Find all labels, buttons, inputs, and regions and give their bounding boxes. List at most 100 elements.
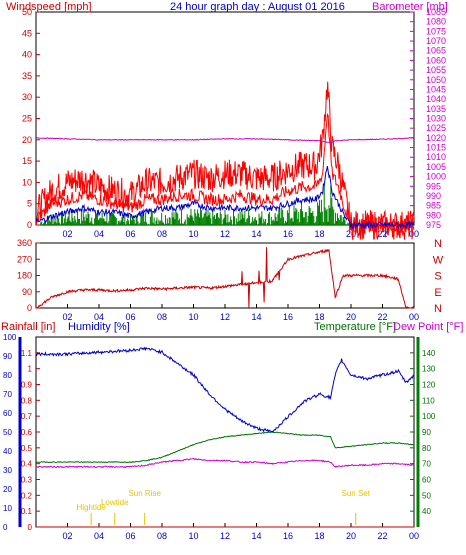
wind-x-tick-label: 20	[346, 229, 356, 239]
wind-y-tick-label: 50	[22, 7, 32, 17]
baro-y-tick-label: 1040	[426, 94, 446, 104]
direction-x-tick-label: 22	[377, 312, 387, 322]
humidity-x-tick-label: 14	[251, 531, 261, 541]
wind-y-tick-label: 35	[22, 71, 32, 81]
baro-y-tick-label: 1045	[426, 84, 446, 94]
humidity-y-tick-label: 50	[3, 428, 12, 437]
windspeed-header: Windspeed [mph]	[6, 1, 92, 13]
compass-label: N	[434, 303, 442, 315]
wind-x-tick-label: 02	[62, 229, 72, 239]
humidity-y-tick-label: 90	[3, 352, 12, 361]
humidity-x-tick-label: 18	[314, 531, 324, 541]
humidity-y-tick-label: 80	[3, 371, 12, 380]
temperature-y-tick-label: 100	[422, 412, 436, 421]
baro-y-tick-label: 975	[426, 220, 441, 230]
gust-series-line	[35, 81, 415, 240]
wind-x-tick-label: 04	[94, 229, 104, 239]
rain-y-tick-label: 0.5	[21, 444, 33, 453]
baro-y-tick-label: 1050	[426, 75, 446, 85]
baro-y-tick-label: 995	[426, 181, 441, 191]
direction-x-tick-label: 00	[409, 312, 419, 322]
humidity-x-tick-label: 16	[283, 531, 293, 541]
direction-x-tick-label: 02	[62, 312, 72, 322]
humidity-x-tick-label: 00	[409, 531, 419, 541]
direction-y-tick-label: 270	[17, 254, 32, 264]
graph-title: 24 hour graph day : August 01 2016	[170, 1, 345, 13]
wind-x-tick-label: 06	[125, 229, 135, 239]
direction-x-tick-label: 14	[251, 312, 261, 322]
rain-y-tick-label: 1	[28, 365, 33, 374]
compass-label: W	[433, 254, 444, 266]
temperature-series-line	[35, 431, 415, 464]
rain-y-tick-label: 0.4	[21, 460, 33, 469]
wind-x-tick-label: 18	[314, 229, 324, 239]
direction-y-tick-label: 360	[17, 238, 32, 248]
baro-y-tick-label: 1015	[426, 143, 446, 153]
baro-y-tick-label: 1030	[426, 114, 446, 124]
direction-x-tick-label: 04	[94, 312, 104, 322]
baro-y-tick-label: 980	[426, 210, 441, 220]
direction-x-tick-label: 10	[188, 312, 198, 322]
baro-y-tick-label: 985	[426, 201, 441, 211]
wind-y-tick-label: 15	[22, 156, 32, 166]
temperature-y-tick-label: 90	[422, 428, 431, 437]
baro-y-tick-label: 1000	[426, 172, 446, 182]
humidity-x-tick-label: 06	[125, 531, 135, 541]
humidity-y-tick-label: 70	[3, 390, 12, 399]
wind-x-tick-label: 12	[220, 229, 230, 239]
rain-y-tick-label: 0.8	[21, 396, 33, 405]
direction-y-tick-label: 0	[27, 303, 32, 313]
baro-y-tick-label: 1035	[426, 104, 446, 114]
wind-y-tick-label: 40	[22, 50, 32, 60]
humidity-x-tick-label: 04	[94, 531, 104, 541]
event-label: Sun Rise	[128, 489, 161, 498]
temperature-y-tick-label: 140	[422, 349, 436, 358]
baro-y-tick-label: 1005	[426, 162, 446, 172]
humidity-x-tick-label: 12	[220, 531, 230, 541]
baro-y-tick-label: 1020	[426, 133, 446, 143]
direction-x-tick-label: 12	[220, 312, 230, 322]
rain-y-tick-label: 0.9	[21, 381, 33, 390]
baro-y-tick-label: 1025	[426, 123, 446, 133]
wind-y-tick-label: 45	[22, 28, 32, 38]
direction-x-tick-label: 16	[283, 312, 293, 322]
humidity-x-tick-label: 08	[157, 531, 167, 541]
humidity-x-tick-label: 22	[377, 531, 387, 541]
rainfall-legend: Rainfall [in]	[1, 321, 55, 333]
temperature-y-tick-label: 50	[422, 491, 431, 500]
event-label: Lowtide	[101, 498, 129, 507]
wind-y-tick-label: 5	[27, 199, 32, 209]
direction-series-line	[35, 247, 415, 309]
wind-y-tick-label: 0	[27, 220, 32, 230]
baro-y-tick-label: 1055	[426, 65, 446, 75]
barometer-series-line	[35, 137, 415, 144]
humidity-y-tick-label: 20	[3, 485, 12, 494]
temperature-y-tick-label: 130	[422, 365, 436, 374]
wind-x-tick-label: 22	[377, 229, 387, 239]
dewpoint-legend: Dew Point [°F]	[393, 321, 463, 333]
direction-x-tick-label: 08	[157, 312, 167, 322]
humidity-y-tick-label: 100	[3, 333, 17, 342]
wind-x-tick-label: 10	[188, 229, 198, 239]
direction-x-tick-label: 20	[346, 312, 356, 322]
humidity-series-line	[35, 346, 415, 434]
wind-y-tick-label: 25	[22, 114, 32, 124]
humidity-legend: Humidity [%]	[68, 321, 130, 333]
rain-y-tick-label: 0	[28, 523, 33, 532]
wind-y-tick-label: 30	[22, 92, 32, 102]
humidity-y-tick-label: 10	[3, 504, 12, 513]
temperature-y-tick-label: 70	[422, 460, 431, 469]
baro-y-tick-label: 1085	[426, 7, 446, 17]
humidity-x-tick-label: 10	[188, 531, 198, 541]
direction-y-tick-label: 90	[22, 287, 32, 297]
baro-y-tick-label: 990	[426, 191, 441, 201]
temperature-y-tick-label: 120	[422, 381, 436, 390]
compass-label: S	[434, 271, 441, 283]
humidity-temperature-panel: 010203040506070809010000.10.20.30.40.50.…	[3, 333, 436, 541]
humidity-x-tick-label: 20	[346, 531, 356, 541]
direction-x-tick-label: 06	[125, 312, 135, 322]
wind-x-tick-label: 16	[283, 229, 293, 239]
wind-x-tick-label: 08	[157, 229, 167, 239]
